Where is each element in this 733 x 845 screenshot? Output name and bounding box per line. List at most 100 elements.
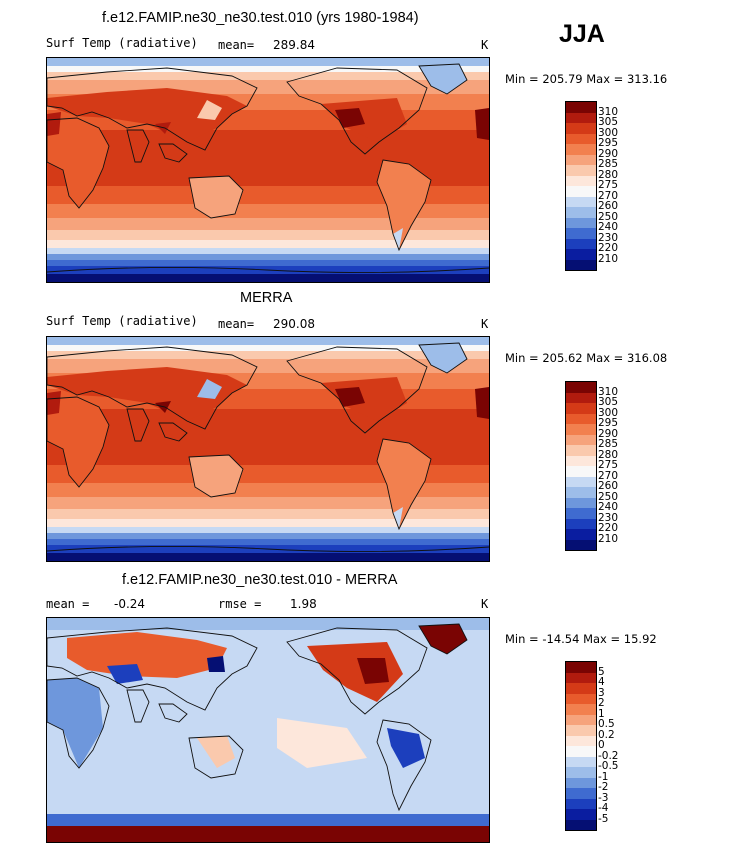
colorbar-swatch [566, 518, 596, 529]
colorbar-swatch [566, 259, 596, 270]
panel2-colorbar [565, 381, 597, 551]
colorbar-swatch [566, 788, 596, 799]
coastline-africa [47, 677, 110, 769]
colorbar-tick-label: -4 [598, 802, 609, 814]
latitude-band [47, 186, 489, 204]
latitude-band [47, 204, 489, 218]
coastline-seasia [158, 143, 188, 163]
eurasia-field [47, 367, 247, 421]
colorbar-tick-label: 1 [598, 707, 605, 720]
colorbar-swatch [566, 123, 596, 134]
australia-field [189, 176, 243, 218]
coastline-greenl [418, 342, 468, 374]
colorbar-tick-label: 230 [598, 511, 619, 524]
namerica-field [321, 98, 407, 142]
colorbar-swatch [566, 445, 596, 456]
panel3-colorbar [565, 661, 597, 831]
andes-cool [393, 228, 403, 250]
coastline-namer [286, 346, 428, 434]
panel1-mean-label: mean= [218, 38, 255, 52]
coastline-eurasia [47, 627, 258, 711]
namerica-hot-spot [335, 108, 365, 128]
colorbar-swatch [566, 508, 596, 519]
panel1-minmax: Min = 205.79 Max = 313.16 [505, 72, 668, 86]
panel1-temperature-field [47, 58, 489, 282]
africa-field [47, 118, 109, 208]
colorbar-swatch [566, 165, 596, 176]
colorbar-tick-label: 270 [598, 469, 619, 482]
diff-namerica-hot [357, 658, 389, 684]
panel1-units: K [481, 38, 489, 52]
latitude-band [47, 260, 489, 266]
colorbar-swatch [566, 217, 596, 228]
colorbar-swatch [566, 112, 596, 123]
colorbar-tick-label: 5 [598, 665, 605, 678]
latitude-band [47, 351, 489, 359]
colorbar-tick-label: 285 [598, 158, 619, 170]
colorbar-tick-label: 2 [598, 697, 605, 709]
panel1-title: f.e12.FAMIP.ne30_ne30.test.010 (yrs 1980… [102, 10, 419, 26]
mideast-hot-spot [47, 112, 61, 136]
greenland-field [419, 64, 467, 94]
latitude-band [47, 527, 489, 533]
tibet-cool-spot [197, 379, 222, 399]
colorbar-tick-label: 275 [598, 459, 619, 471]
diff-asia-cold [107, 664, 143, 684]
colorbar-tick-label: -5 [598, 812, 609, 825]
colorbar-swatch [566, 756, 596, 767]
latitude-band [47, 248, 489, 254]
coastline-namer [286, 627, 428, 715]
coastline-greenl [418, 623, 468, 655]
colorbar-tick-label: 240 [598, 501, 619, 513]
latitude-band [47, 345, 489, 351]
coastline-africa [47, 117, 110, 209]
latitude-band [47, 533, 489, 539]
colorbar-swatch [566, 196, 596, 207]
colorbar-tick-label: 260 [598, 200, 619, 212]
colorbar-swatch [566, 476, 596, 487]
latitude-band [47, 618, 489, 630]
colorbar-swatch [566, 392, 596, 403]
coastline-samer [376, 438, 432, 531]
colorbar-tick-label: 3 [598, 686, 605, 699]
panel2-title: MERRA [240, 290, 293, 306]
colorbar-tick-label: 280 [598, 448, 619, 461]
panel3-mean-value: -0.24 [114, 597, 146, 611]
colorbar-tick-label: 0.2 [598, 728, 615, 741]
coastline-austr [188, 735, 244, 779]
panel1-variable: Surf Temp (radiative) [46, 36, 198, 50]
colorbar-tick-label: -3 [598, 791, 609, 804]
colorbar-tick-label: 210 [598, 532, 619, 545]
panel1-colorbar [565, 101, 597, 271]
colorbar-swatch [566, 175, 596, 186]
panel2-map [46, 336, 490, 562]
samerica-field [377, 160, 431, 250]
latitude-band [47, 826, 489, 842]
eurasia-field [47, 88, 247, 142]
diff-greenland-hot [419, 624, 467, 654]
colorbar-tick-label: 230 [598, 231, 619, 244]
panel3-rmse-label: rmse = [218, 597, 262, 611]
coastline-india [126, 689, 150, 723]
coastline-austr [188, 175, 244, 219]
colorbar-swatch [566, 403, 596, 414]
latitude-band [47, 814, 489, 826]
panel2-units: K [481, 317, 489, 331]
latitude-band [47, 274, 489, 282]
colorbar-tick-label: 295 [598, 137, 619, 149]
coastline-namer [286, 67, 428, 155]
colorbar-tick-label: 290 [598, 147, 619, 160]
panel3-rmse-value: 1.98 [290, 597, 317, 611]
colorbar-swatch [566, 672, 596, 683]
colorbar-swatch [566, 725, 596, 736]
colorbar-tick-label: 270 [598, 189, 619, 202]
colorbar-swatch [566, 466, 596, 477]
colorbar-swatch [566, 819, 596, 830]
colorbar-tick-label: 210 [598, 252, 619, 265]
colorbar-swatch [566, 777, 596, 788]
coastline-africa [47, 396, 110, 488]
coastline-greenl [418, 63, 468, 95]
colorbar-tick-label: 285 [598, 438, 619, 450]
diff-eurasia-warm [67, 632, 227, 678]
panel1-mean-value: 289.84 [273, 38, 315, 52]
